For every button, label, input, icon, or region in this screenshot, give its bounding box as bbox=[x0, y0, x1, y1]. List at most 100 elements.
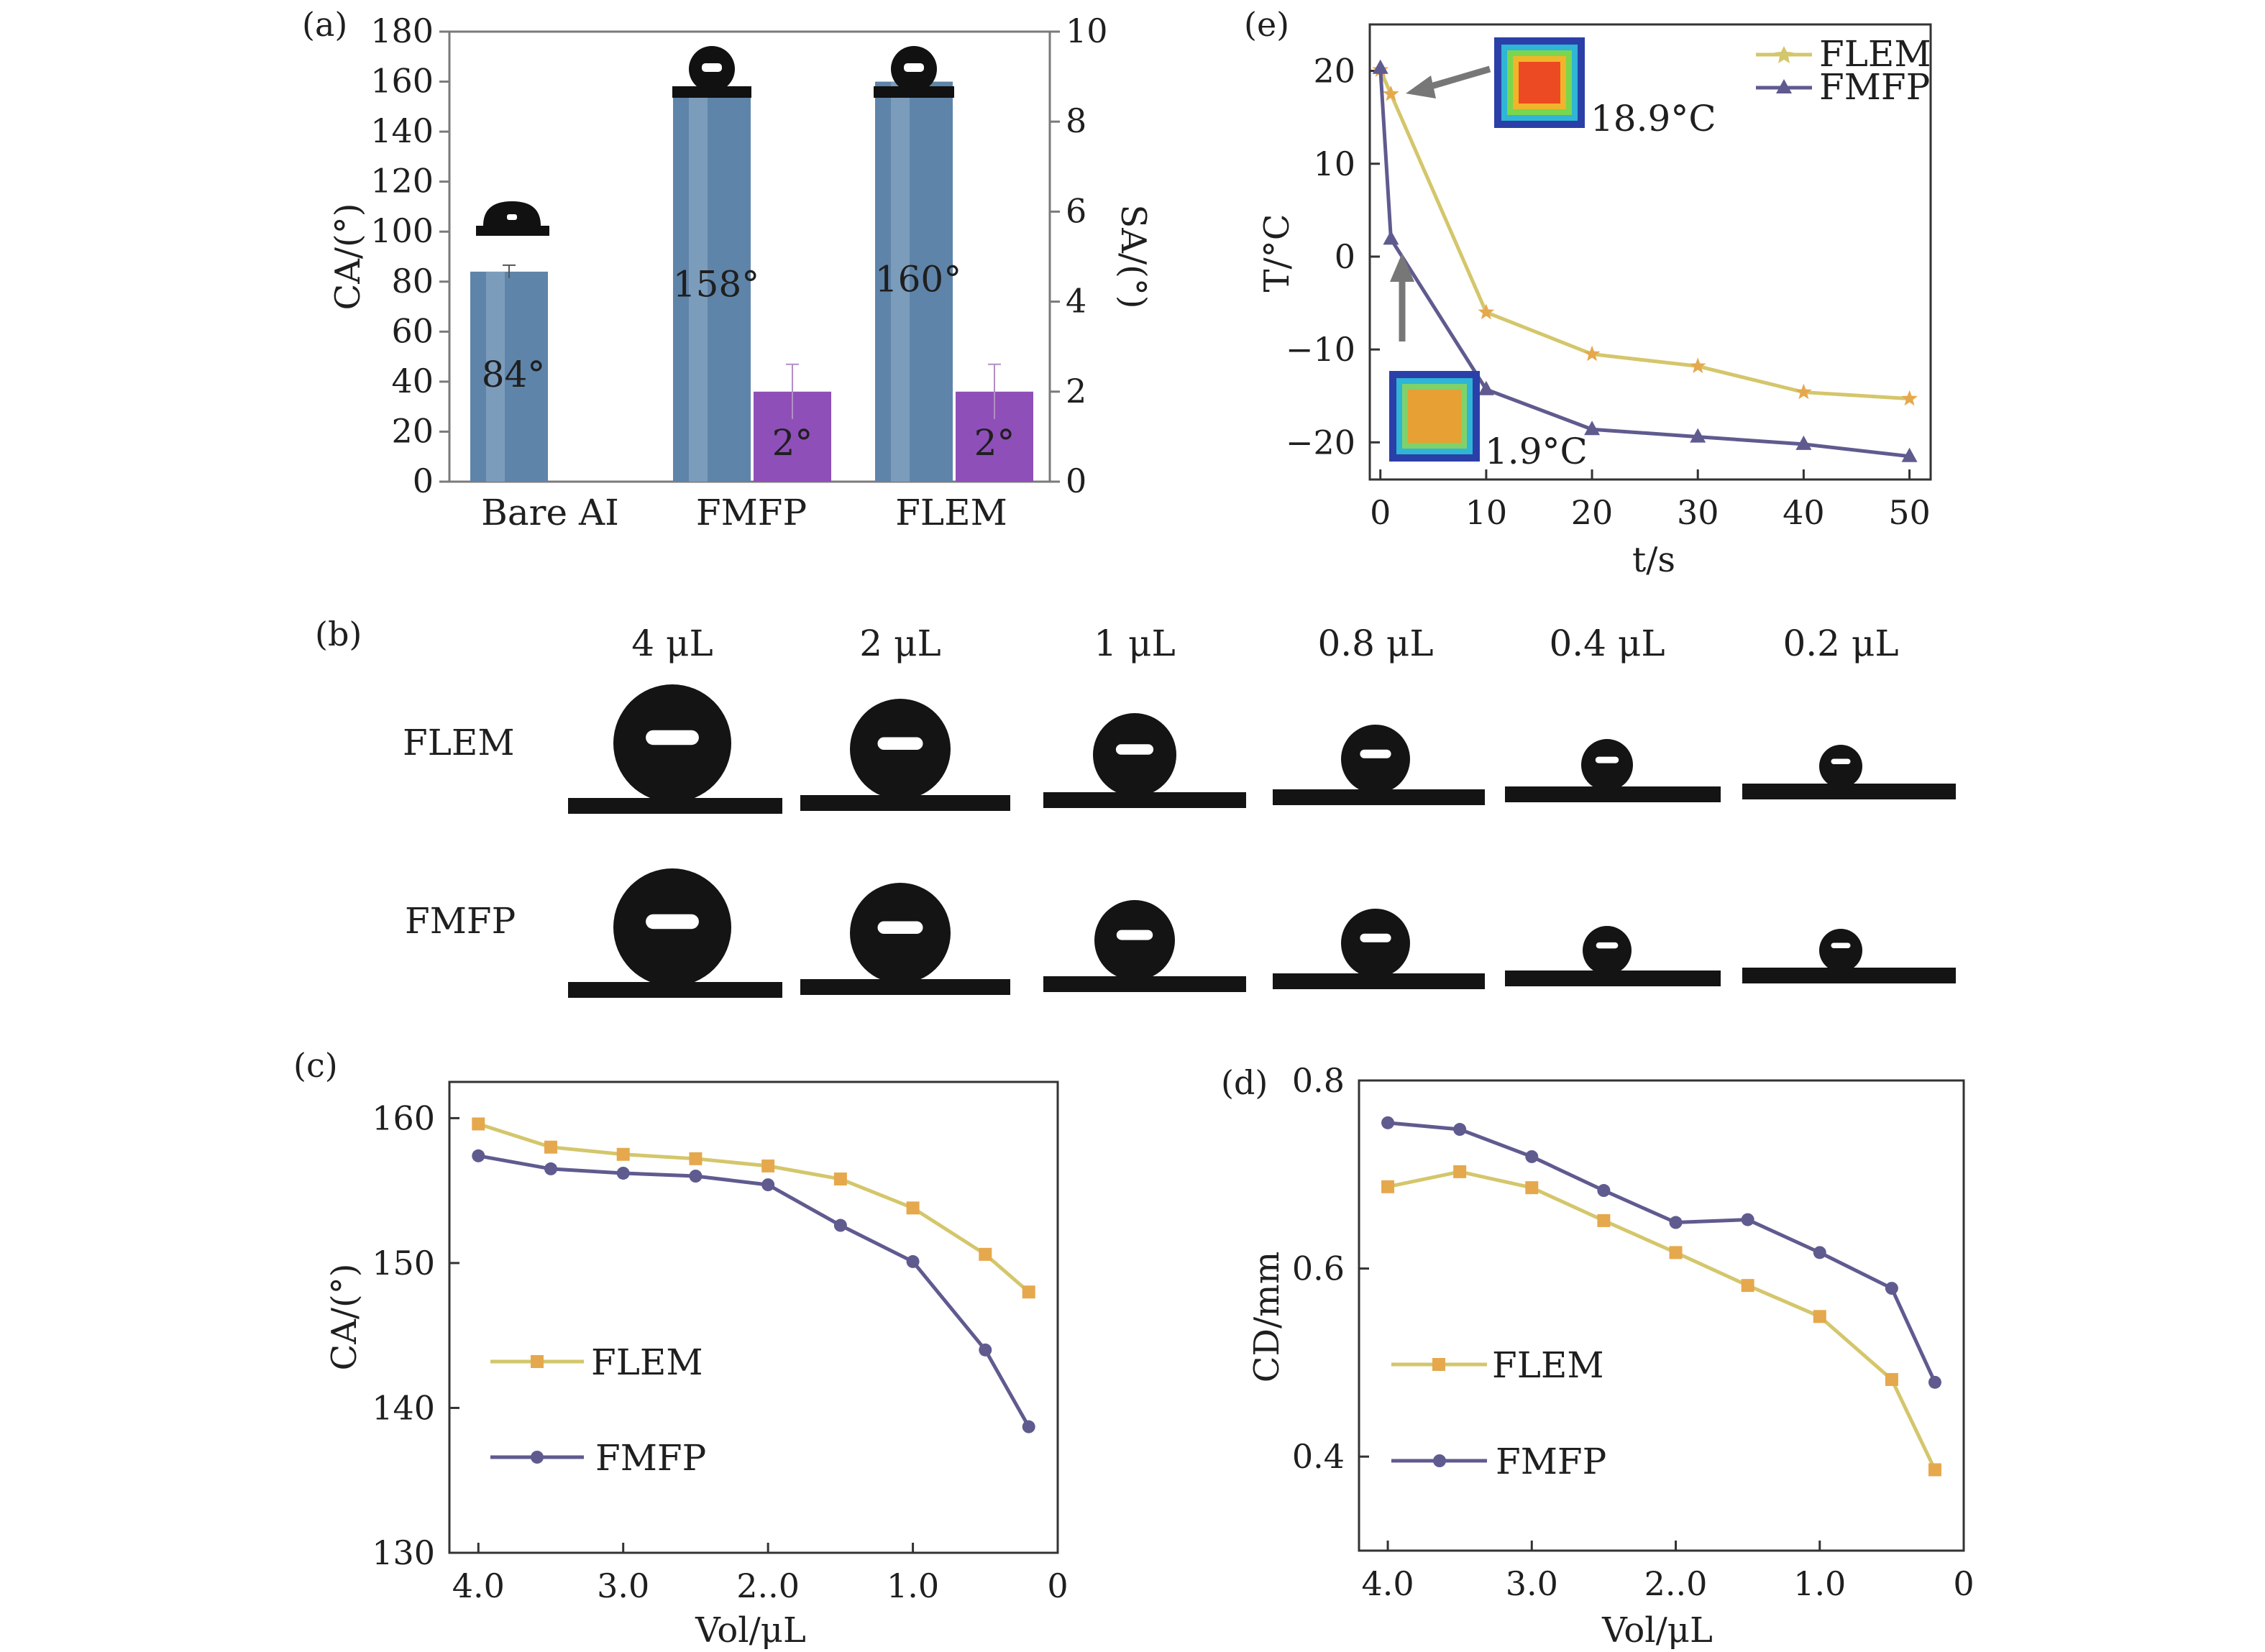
x-tick-label: 10 bbox=[1465, 493, 1508, 532]
legend-label-fmfp: FMFP bbox=[595, 1437, 706, 1479]
x-tick-label: 1.0 bbox=[1793, 1564, 1846, 1603]
data-point-flem bbox=[979, 1247, 992, 1261]
droplet-fmfp bbox=[1094, 900, 1175, 981]
data-point-fmfp bbox=[616, 1166, 630, 1180]
data-point-fmfp bbox=[1022, 1420, 1035, 1433]
column-label: 0.4 μL bbox=[1549, 623, 1665, 664]
panel-d-y-axis-label: CD/mm bbox=[1247, 1252, 1287, 1382]
panel-a-left-tick-label: 180 bbox=[370, 12, 434, 50]
panel-a-left-tick-label: 140 bbox=[370, 111, 434, 150]
droplet-highlight bbox=[1831, 942, 1851, 948]
panel-a-left-tick-label: 60 bbox=[391, 311, 434, 350]
y-tick-label: 130 bbox=[372, 1533, 435, 1572]
panel-a-right-tick-label: 10 bbox=[1066, 12, 1108, 50]
droplet-highlight bbox=[1116, 930, 1153, 940]
data-point-fmfp bbox=[1669, 1216, 1683, 1229]
substrate bbox=[568, 982, 782, 998]
data-point-flem bbox=[1583, 345, 1601, 362]
y-tick-label: 10 bbox=[1313, 144, 1355, 183]
data-point-fmfp bbox=[1741, 1213, 1754, 1226]
panel-a-right-tick-label: 2 bbox=[1066, 372, 1086, 410]
bar-ca-highlight bbox=[689, 86, 708, 482]
y-tick-label: 150 bbox=[372, 1244, 435, 1282]
data-point-flem bbox=[1383, 85, 1399, 101]
droplet-flem bbox=[1341, 725, 1410, 794]
droplet-highlight bbox=[877, 921, 923, 934]
substrate bbox=[1043, 976, 1246, 992]
data-point-flem bbox=[1478, 303, 1495, 320]
y-tick-label: 0 bbox=[1335, 237, 1355, 276]
panel-a-left-tick-label: 80 bbox=[391, 262, 434, 300]
panel-a-left-tick-label: 20 bbox=[391, 411, 434, 450]
droplet-highlight bbox=[1115, 744, 1154, 755]
data-point-flem bbox=[1813, 1310, 1826, 1323]
panel-a-right-tick-label: 6 bbox=[1066, 191, 1086, 230]
x-tick-label: 40 bbox=[1783, 493, 1825, 532]
x-tick-label: 1.0 bbox=[887, 1566, 939, 1605]
legend-label-flem: FLEM bbox=[591, 1341, 703, 1383]
x-tick-label: 0 bbox=[1953, 1564, 1974, 1603]
data-point-fmfp bbox=[1597, 1184, 1611, 1198]
data-point-flem bbox=[1597, 1213, 1611, 1227]
legend-marker-fmfp bbox=[1433, 1454, 1446, 1467]
panel-e-y-axis-label: T/°C bbox=[1257, 214, 1297, 293]
data-point-flem bbox=[761, 1159, 775, 1173]
y-tick-label: −20 bbox=[1286, 423, 1355, 462]
data-point-fmfp bbox=[979, 1343, 992, 1357]
panel-a-right-tick-label: 0 bbox=[1066, 462, 1086, 500]
panel-a-left-tick-label: 120 bbox=[370, 162, 434, 201]
data-point-flem bbox=[1885, 1372, 1898, 1386]
data-point-flem bbox=[1689, 357, 1706, 374]
data-point-fmfp bbox=[1901, 447, 1918, 462]
substrate bbox=[1742, 784, 1956, 799]
substrate bbox=[1043, 792, 1246, 808]
data-point-flem bbox=[1381, 1180, 1395, 1193]
data-point-fmfp bbox=[1372, 59, 1388, 74]
column-label: 0.2 μL bbox=[1783, 623, 1898, 664]
column-label: 4 μL bbox=[631, 623, 713, 664]
data-point-fmfp bbox=[1478, 380, 1494, 395]
substrate bbox=[1273, 973, 1485, 989]
y-tick-label: 160 bbox=[372, 1098, 435, 1137]
panel-c-frame bbox=[448, 1080, 1059, 1554]
y-tick-label: 0.8 bbox=[1292, 1061, 1345, 1100]
series-line-flem bbox=[477, 1122, 1030, 1294]
x-tick-label: 30 bbox=[1677, 493, 1719, 532]
droplet-highlight bbox=[1595, 756, 1619, 763]
series-line-fmfp bbox=[477, 1154, 1030, 1428]
x-tick-label: 3.0 bbox=[597, 1566, 649, 1605]
y-tick-label: 140 bbox=[372, 1388, 435, 1427]
panel-a-category-label: Bare AI bbox=[481, 492, 619, 533]
droplet-highlight bbox=[1596, 942, 1619, 949]
y-tick-label: −10 bbox=[1286, 330, 1355, 369]
data-point-flem bbox=[616, 1147, 630, 1161]
panel-a-y2-axis-label: SA/(°) bbox=[1113, 204, 1153, 308]
x-tick-label: 4.0 bbox=[452, 1566, 505, 1605]
panel-a-bar-chart: 84°158°2°160°2° 020406080100120140160180… bbox=[328, 12, 1153, 533]
column-label: 1 μL bbox=[1094, 623, 1175, 664]
panel-letter-b: (b) bbox=[315, 615, 362, 653]
droplet-highlight bbox=[1360, 749, 1391, 758]
panel-a-left-tick-label: 100 bbox=[370, 211, 434, 250]
droplet-highlight bbox=[1831, 758, 1851, 764]
panel-d-line-chart: 4.0 3.0 2..0 1.0 0 0.4 0.6 0.8 CD/mm Vol/μL FLE… bbox=[1247, 1061, 1975, 1651]
droplet-fmfp bbox=[1583, 926, 1632, 975]
panel-c-x-axis-label: Vol/μL bbox=[695, 1610, 806, 1651]
bar-label-sa: 2° bbox=[974, 422, 1015, 464]
thermal-image-flem bbox=[1494, 37, 1585, 128]
bar-ca-bare-ai bbox=[470, 271, 548, 482]
panel-a-right-tick-label: 4 bbox=[1066, 282, 1086, 321]
panel-letter-d: (d) bbox=[1221, 1063, 1268, 1102]
bar-label-sa: 2° bbox=[772, 422, 813, 464]
panel-e-line-chart: 0 10 20 30 40 50 −20 −10 0 10 20 T/°C t/s 18.9°C 1… bbox=[1257, 23, 1932, 580]
data-point-fmfp bbox=[1928, 1375, 1941, 1389]
data-point-fmfp bbox=[1885, 1282, 1898, 1295]
substrate bbox=[1742, 968, 1956, 983]
droplet-fmfp bbox=[1819, 929, 1862, 972]
annotation-fmfp-temp: 1.9°C bbox=[1485, 431, 1588, 472]
bar-label-ca: 158° bbox=[673, 264, 759, 306]
data-point-flem bbox=[1453, 1165, 1467, 1178]
legend-marker-fmfp bbox=[531, 1451, 544, 1464]
panel-a-category-label: FLEM bbox=[895, 492, 1007, 533]
column-label: 0.8 μL bbox=[1317, 623, 1433, 664]
